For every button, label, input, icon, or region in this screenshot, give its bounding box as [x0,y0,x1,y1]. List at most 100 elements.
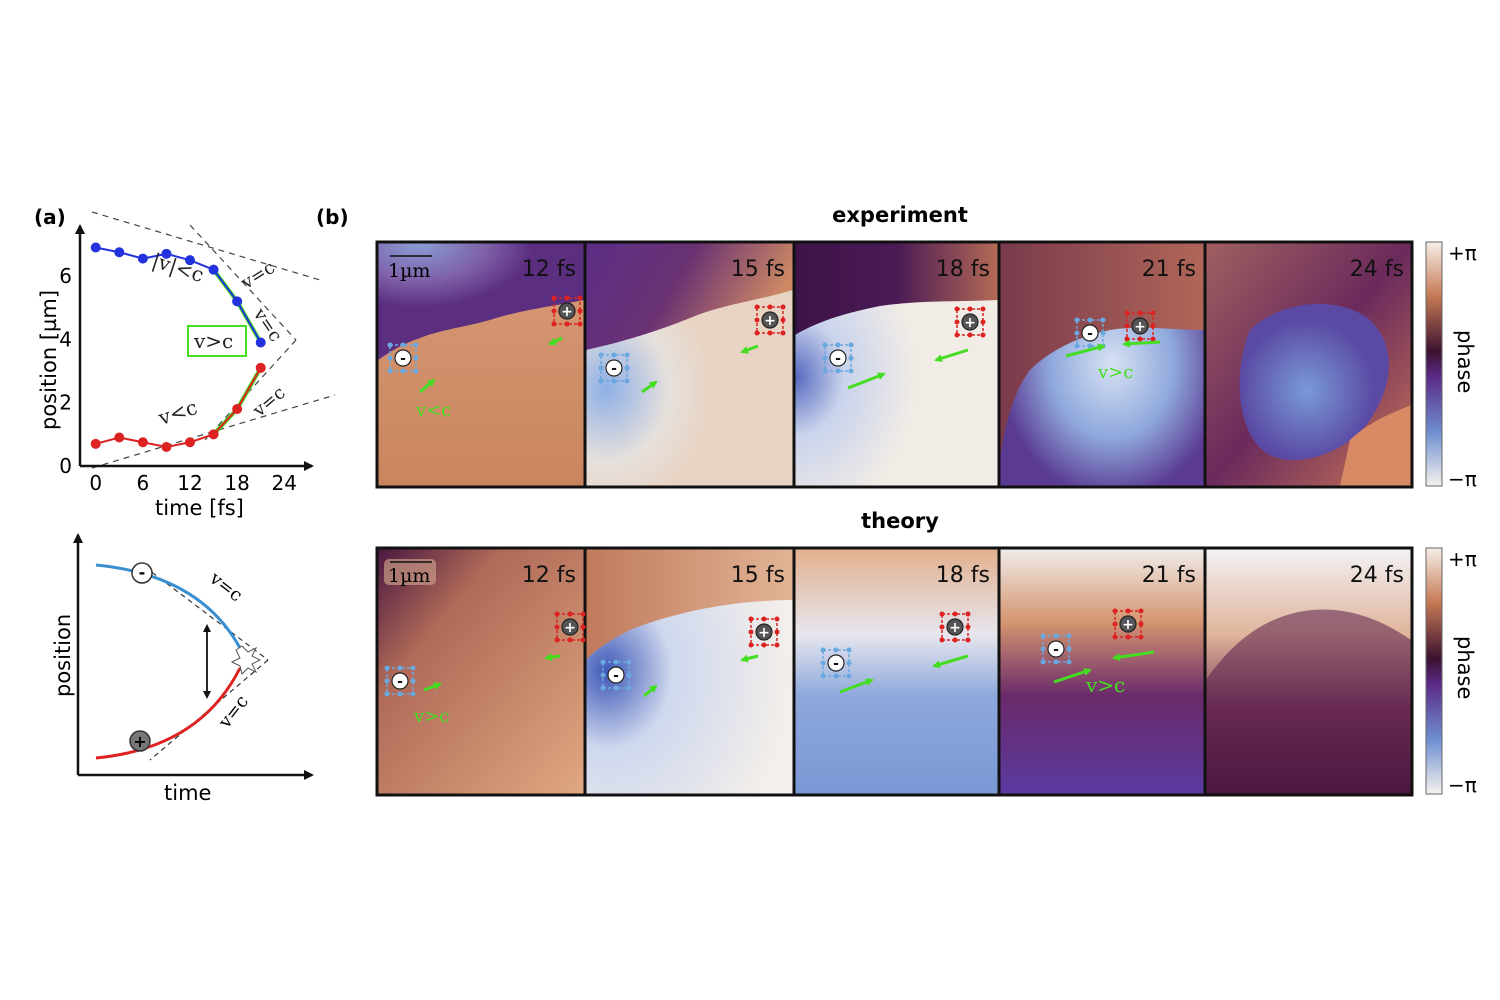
tracking-point [939,637,945,643]
green-arrow [847,372,886,390]
colorbar-bottom-experiment: −π [1448,467,1477,491]
tracking-point [754,317,760,323]
antivortex-marker [607,666,625,684]
tracking-point [954,306,960,312]
panel-a-sketch: time position - + v=c v=c [51,533,314,805]
vortex-point [90,438,101,449]
colorbar-theory: +π −π phase [1425,547,1477,797]
y-tick-label: 6 [59,264,72,288]
vortex-point [185,437,195,448]
tracking-point [554,611,560,617]
tracking-point [822,342,828,348]
plus-sign: + [764,313,776,329]
minus-sign: - [613,668,619,684]
th-time-12fs: 12 fs [522,563,576,588]
scale-bar-experiment: 1µm [388,255,432,282]
tracking-point [846,647,852,653]
exp-time-15fs: 15 fs [731,257,785,282]
tracking-point [1150,323,1156,329]
frame-borders [375,240,1414,797]
tracking-point [1137,310,1143,316]
tracking-point [624,365,630,371]
exp-time-12fs: 12 fs [522,257,576,282]
tracking-point [1112,634,1118,640]
tracking-point [1124,323,1130,329]
tracking-point [1112,621,1118,627]
x-tick-label: 0 [89,471,102,495]
tracking-point [611,378,617,384]
annotation-v-eq-c-1: v=c [237,257,279,294]
plus-sign: + [758,625,770,641]
sketch-minus-sign: - [139,563,146,582]
tracking-point [613,659,619,665]
exp-note-v-greater-c: v>c [1097,362,1133,383]
antivortex-point [208,264,219,275]
antivortex-point [90,242,101,253]
colorbar-top-experiment: +π [1448,241,1477,265]
tracking-point [1137,336,1143,342]
vortex-marker [1131,317,1149,335]
tracking-point [397,665,403,671]
vortex-point [114,432,125,443]
tracking-point [410,678,416,684]
tracking-point [1066,633,1072,639]
panel-a-label: (a) [34,205,66,229]
tracking-point [822,368,828,374]
panel-b-label: (b) [316,205,349,229]
green-arrow [1122,339,1161,348]
vortex-curve [95,667,242,760]
tracking-point [580,624,586,630]
tracking-point [1066,646,1072,652]
antivortex-curve [95,563,242,649]
tracking-point [1138,634,1144,640]
green-arrow [544,653,561,662]
antivortex-point [114,247,125,258]
experiment-frame-18fs [795,243,998,486]
tracking-point [980,306,986,312]
tracking-point [384,665,390,671]
tracking-point [1074,343,1080,349]
tracking-point [400,368,406,374]
tracking-point [1053,633,1059,639]
th-note-v-greater-c-2: v>c [1085,673,1125,697]
tracking-point [598,378,604,384]
tracking-point [822,355,828,361]
tracking-point [1124,336,1130,342]
y-axis-label: position [µm] [37,290,61,430]
tracking-point [848,355,854,361]
scale-bar-label-experiment: 1µm [388,260,430,282]
vortex-point [232,404,243,414]
tracking-point [624,378,630,384]
tracking-point [598,365,604,371]
tracking-point [567,637,573,643]
tracking-point [387,368,393,374]
exp-note-v-less-c: v<c [415,400,451,421]
plus-sign: + [1134,319,1146,335]
scale-bar-label-theory: 1µm [388,565,430,587]
tracking-point [833,647,839,653]
sketch-plus-sign: + [133,732,146,751]
antivortex-marker [394,349,412,367]
annotation-v-eq-c-3: v=c [248,382,289,421]
tracking-point [1074,317,1080,323]
tracking-point [965,637,971,643]
tracking-point [835,368,841,374]
vortex-marker [755,623,773,641]
tracking-point [580,611,586,617]
antivortex-marker [605,359,623,377]
tracking-point [748,616,754,622]
antivortex-point [137,253,148,264]
theory-time-labels: 12 fs 15 fs 18 fs 21 fs 24 fs [522,563,1404,588]
tracking-point [577,321,583,327]
tracking-point [820,660,826,666]
colorbar-top-theory: +π [1448,547,1477,571]
tracking-point [626,685,632,691]
minus-sign: - [833,656,839,672]
tracking-point [833,673,839,679]
tracking-point [387,342,393,348]
tracking-point [980,319,986,325]
scale-bar-theory: 1µm [384,559,436,587]
tracking-point [1040,659,1046,665]
sketch-label-upper: v=c [205,567,247,606]
